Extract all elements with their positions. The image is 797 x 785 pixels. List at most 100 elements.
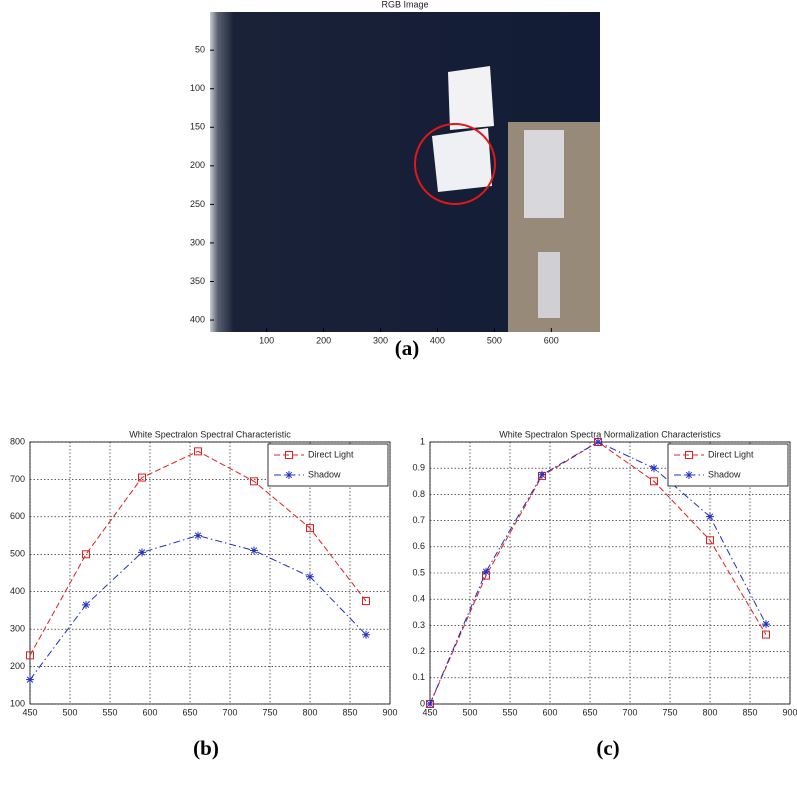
y-tick-label: 50 xyxy=(195,45,205,55)
marker xyxy=(362,630,370,639)
marker xyxy=(706,512,714,521)
x-tick-label: 650 xyxy=(182,707,197,717)
y-tick-label: 350 xyxy=(190,276,205,286)
x-tick-label: 900 xyxy=(782,707,797,717)
marker xyxy=(426,700,434,708)
x-tick-label: 700 xyxy=(622,707,637,717)
rgb-image xyxy=(210,12,600,332)
legend-label: Direct Light xyxy=(308,449,354,459)
x-tick-label: 200 xyxy=(316,335,331,345)
legend-label: Shadow xyxy=(308,469,341,479)
y-tick-label: 250 xyxy=(190,199,205,209)
x-tick-label: 100 xyxy=(259,335,274,345)
legend-label: Direct Light xyxy=(708,449,754,459)
marker xyxy=(285,471,293,479)
marker xyxy=(594,438,602,446)
y-tick-label: 0.6 xyxy=(412,541,425,551)
x-tick-label: 800 xyxy=(702,707,717,717)
y-tick-label: 0.9 xyxy=(412,463,425,473)
y-tick-label: 400 xyxy=(10,586,25,596)
y-tick-label: 1 xyxy=(420,436,425,446)
y-tick-label: 500 xyxy=(10,549,25,559)
marker xyxy=(26,675,34,684)
marker xyxy=(82,600,90,609)
marker xyxy=(250,546,258,555)
caption: (c) xyxy=(596,736,619,760)
y-tick-label: 150 xyxy=(190,122,205,132)
x-tick-label: 800 xyxy=(302,707,317,717)
y-tick-label: 0.8 xyxy=(412,489,425,499)
marker xyxy=(762,630,770,639)
x-tick-label: 500 xyxy=(487,335,502,345)
x-tick-label: 500 xyxy=(462,707,477,717)
y-tick-label: 0.4 xyxy=(412,594,425,604)
marker xyxy=(538,470,546,479)
y-tick-label: 100 xyxy=(10,698,25,708)
x-tick-label: 450 xyxy=(22,707,37,717)
chart-title: White Spectralon Spectral Characteristic xyxy=(129,429,291,439)
marker xyxy=(482,567,490,576)
box-label xyxy=(538,252,560,318)
x-tick-label: 900 xyxy=(382,707,397,717)
y-tick-label: 800 xyxy=(10,436,25,446)
x-tick-label: 850 xyxy=(342,707,357,717)
y-tick-label: 400 xyxy=(190,314,205,324)
x-tick-label: 750 xyxy=(662,707,677,717)
series-line xyxy=(29,450,367,656)
marker xyxy=(138,548,146,557)
marker xyxy=(685,451,693,459)
marker xyxy=(26,651,34,660)
legend-label: Shadow xyxy=(708,469,741,479)
white-patch xyxy=(448,66,494,130)
marker xyxy=(250,477,258,486)
x-tick-label: 550 xyxy=(502,707,517,717)
x-tick-label: 650 xyxy=(582,707,597,717)
marker xyxy=(194,447,202,456)
caption: (a) xyxy=(395,336,420,360)
y-tick-label: 0.7 xyxy=(412,515,425,525)
caption: (b) xyxy=(193,736,219,760)
axes-frame xyxy=(429,441,791,705)
highlight-circle xyxy=(414,123,496,205)
marker xyxy=(762,620,770,629)
x-tick-label: 750 xyxy=(262,707,277,717)
x-tick-label: 400 xyxy=(430,335,445,345)
series-line xyxy=(29,535,367,680)
marker xyxy=(650,477,658,486)
y-tick-label: 100 xyxy=(190,83,205,93)
y-tick-label: 0.5 xyxy=(412,567,425,577)
x-tick-label: 850 xyxy=(742,707,757,717)
y-tick-label: 300 xyxy=(10,624,25,634)
y-tick-label: 0 xyxy=(420,698,425,708)
axes-frame xyxy=(29,441,391,705)
chart-title: RGB Image xyxy=(381,0,428,9)
x-tick-label: 550 xyxy=(102,707,117,717)
marker xyxy=(706,536,714,545)
y-tick-label: 200 xyxy=(190,160,205,170)
x-tick-label: 600 xyxy=(544,335,559,345)
marker xyxy=(362,597,370,606)
y-tick-label: 200 xyxy=(10,661,25,671)
marker xyxy=(285,451,293,459)
x-tick-label: 300 xyxy=(373,335,388,345)
marker xyxy=(82,550,90,559)
marker xyxy=(650,464,658,473)
y-tick-label: 0.3 xyxy=(412,620,425,630)
marker xyxy=(306,572,314,581)
white-patch xyxy=(432,128,492,192)
x-tick-label: 500 xyxy=(62,707,77,717)
x-tick-label: 600 xyxy=(142,707,157,717)
y-tick-label: 300 xyxy=(190,237,205,247)
y-tick-label: 0.2 xyxy=(412,646,425,656)
y-tick-label: 0.1 xyxy=(412,672,425,682)
x-tick-label: 600 xyxy=(542,707,557,717)
chart-title: White Spectralon Spectra Normalization C… xyxy=(499,429,721,439)
marker xyxy=(194,531,202,540)
marker xyxy=(685,471,693,479)
y-tick-label: 600 xyxy=(10,511,25,521)
marker xyxy=(138,473,146,482)
x-tick-label: 450 xyxy=(422,707,437,717)
box-label xyxy=(524,130,564,218)
